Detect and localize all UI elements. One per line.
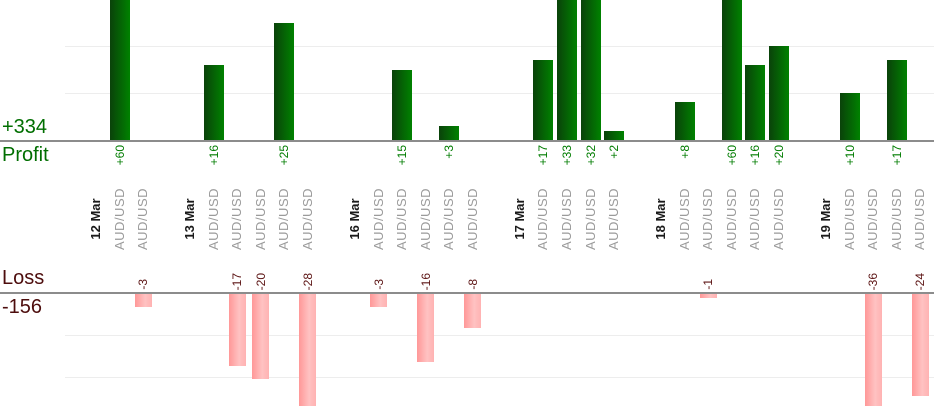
profit-bar[interactable]	[839, 93, 860, 140]
profit-bar[interactable]	[392, 69, 413, 140]
symbol-label: AUD/USD	[441, 187, 457, 251]
symbol-label: AUD/USD	[676, 187, 692, 251]
symbol-label: AUD/USD	[606, 187, 622, 251]
date-label: 13 Mar	[182, 198, 198, 240]
profit-bar[interactable]	[674, 102, 695, 140]
profit-bar-value-label: +25	[277, 145, 292, 166]
date-label: 18 Mar	[653, 198, 669, 240]
symbol-label: AUD/USD	[559, 187, 574, 251]
date-label: 19 Mar	[818, 198, 834, 240]
symbol-label: AUD/USD	[535, 187, 551, 251]
symbol-label: AUD/USD	[723, 187, 739, 251]
profit-bar[interactable]	[721, 0, 742, 140]
profit-bar-value-label: +60	[112, 145, 127, 166]
loss-total-label: -156	[2, 296, 43, 318]
profit-bar[interactable]	[768, 46, 789, 140]
loss-gridline	[65, 377, 934, 378]
symbol-label: AUD/USD	[370, 187, 386, 251]
profit-bar[interactable]	[274, 22, 295, 140]
profit-bar-value-label: +8	[677, 145, 692, 159]
profit-bar-value-label: +20	[771, 145, 786, 166]
profit-bar[interactable]	[109, 0, 130, 140]
loss-bar[interactable]	[417, 294, 435, 362]
profit-zero-axis-line	[0, 140, 934, 142]
symbol-label: AUD/USD	[417, 187, 433, 251]
date-label: 12 Mar	[88, 198, 103, 240]
loss-bar[interactable]	[699, 294, 717, 299]
profit-bar-value-label: +17	[889, 145, 904, 166]
profit-bar[interactable]	[580, 0, 601, 140]
profit-bar-value-label: +60	[724, 145, 739, 166]
loss-bar-value-label: -8	[465, 279, 480, 290]
profit-total-label: +334	[2, 116, 48, 138]
loss-bar[interactable]	[911, 294, 929, 396]
profit-bar-value-label: +2	[607, 145, 622, 159]
symbol-label: AUD/USD	[135, 187, 151, 251]
loss-bar-value-label: -16	[418, 272, 433, 290]
symbol-label: AUD/USD	[229, 187, 245, 251]
profit-bar[interactable]	[557, 0, 577, 140]
date-label: 17 Mar	[511, 198, 527, 240]
loss-bar[interactable]	[464, 294, 482, 328]
loss-bar[interactable]	[228, 294, 246, 367]
loss-bar-value-label: -36	[866, 272, 881, 290]
loss-bar-value-label: -20	[253, 272, 268, 290]
profit-bar[interactable]	[533, 60, 554, 140]
profit-gridline	[65, 93, 934, 94]
loss-bar-value-label: -1	[701, 279, 716, 290]
profit-bar-value-label: +16	[748, 145, 763, 166]
loss-zero-axis-line	[0, 292, 934, 294]
loss-bar-value-label: -17	[230, 272, 245, 290]
profit-bar-value-label: +16	[206, 145, 221, 166]
loss-bar[interactable]	[370, 294, 388, 307]
loss-bar[interactable]	[864, 294, 882, 406]
profit-gridline	[65, 46, 934, 47]
symbol-label: AUD/USD	[111, 187, 127, 251]
loss-bar-value-label: -3	[371, 279, 386, 290]
profit-bar-value-label: +33	[560, 145, 574, 166]
profit-bar-value-label: +17	[536, 145, 551, 166]
symbol-label: AUD/USD	[841, 187, 857, 251]
profit-bar-value-label: +32	[583, 145, 598, 166]
symbol-label: AUD/USD	[888, 187, 904, 251]
loss-axis-label: Loss	[2, 267, 45, 289]
profit-bar-value-label: +3	[442, 145, 457, 159]
symbol-label: AUD/USD	[299, 187, 315, 251]
date-label: 16 Mar	[347, 198, 363, 240]
profit-bar-value-label: +10	[842, 145, 857, 166]
profit-bar[interactable]	[604, 130, 625, 140]
symbol-label: AUD/USD	[912, 187, 928, 251]
symbol-label: AUD/USD	[865, 187, 881, 251]
symbol-label: AUD/USD	[205, 187, 221, 251]
loss-bar-value-label: -28	[300, 272, 315, 290]
profit-axis-label: Profit	[2, 144, 49, 166]
symbol-label: AUD/USD	[770, 187, 786, 251]
loss-bar[interactable]	[299, 294, 317, 406]
symbol-label: AUD/USD	[700, 187, 716, 251]
symbol-label: AUD/USD	[464, 187, 480, 251]
symbol-label: AUD/USD	[747, 187, 763, 251]
loss-bar[interactable]	[134, 294, 152, 307]
profit-bar[interactable]	[886, 60, 907, 140]
loss-bar-value-label: -3	[136, 279, 151, 290]
profit-bar[interactable]	[203, 64, 224, 140]
profit-bar[interactable]	[439, 125, 460, 140]
loss-gridline	[65, 335, 934, 336]
loss-bar-value-label: -24	[913, 272, 928, 290]
symbol-label: AUD/USD	[394, 187, 410, 251]
symbol-label: AUD/USD	[582, 187, 598, 251]
profit-bar-value-label: +15	[395, 145, 410, 166]
symbol-label: AUD/USD	[252, 187, 268, 251]
profit-bar[interactable]	[745, 64, 766, 140]
loss-bar[interactable]	[252, 294, 270, 379]
symbol-label: AUD/USD	[276, 187, 292, 251]
